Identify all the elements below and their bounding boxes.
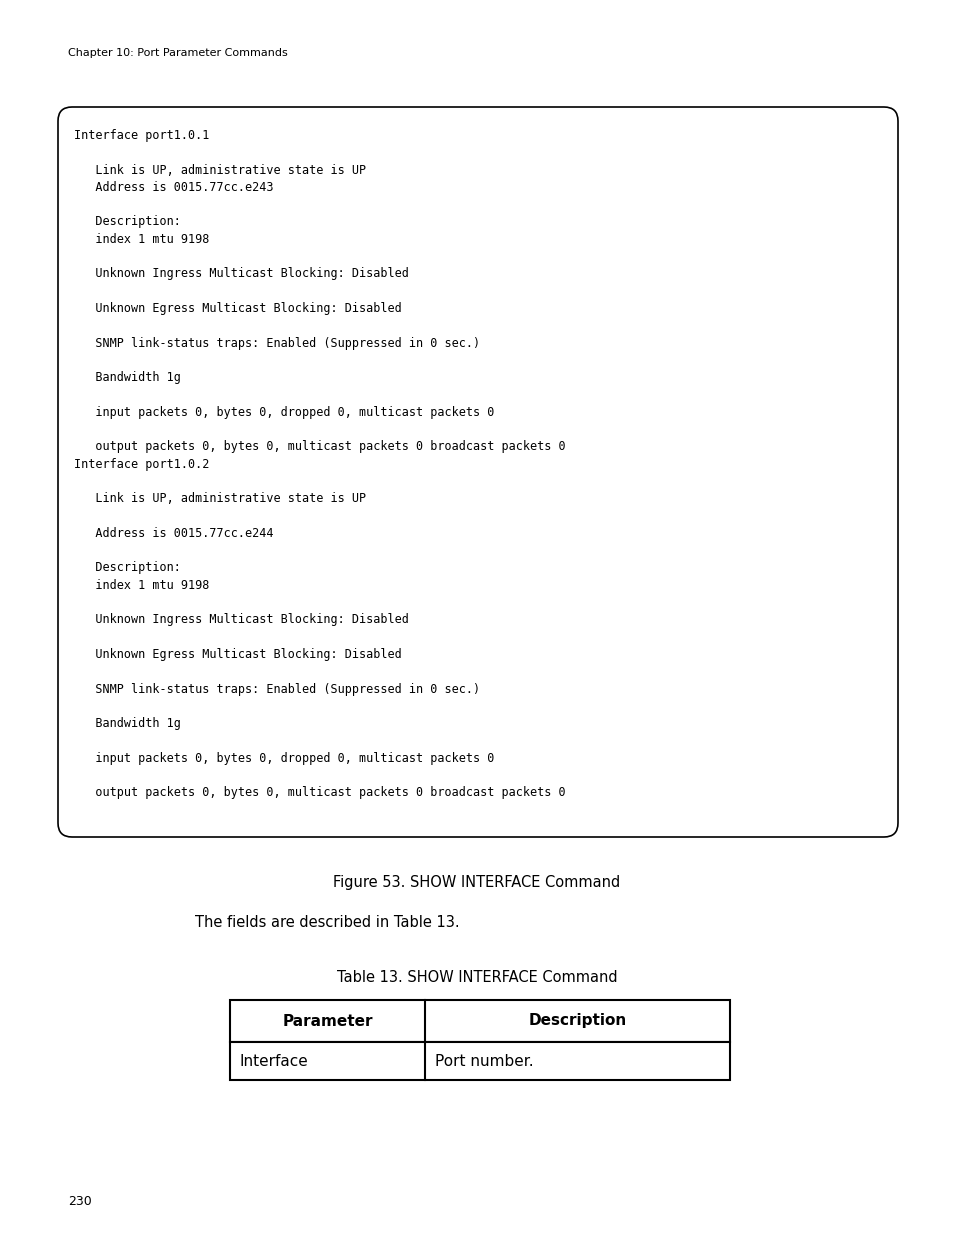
Text: Parameter: Parameter xyxy=(282,1014,373,1029)
Text: Link is UP, administrative state is UP: Link is UP, administrative state is UP xyxy=(74,163,366,177)
Text: Description:: Description: xyxy=(74,215,181,228)
Text: index 1 mtu 9198: index 1 mtu 9198 xyxy=(74,233,209,246)
Text: Description: Description xyxy=(528,1014,626,1029)
Text: Interface port1.0.1: Interface port1.0.1 xyxy=(74,128,209,142)
Text: Bandwidth 1g: Bandwidth 1g xyxy=(74,718,181,730)
Text: Unknown Ingress Multicast Blocking: Disabled: Unknown Ingress Multicast Blocking: Disa… xyxy=(74,268,409,280)
Text: output packets 0, bytes 0, multicast packets 0 broadcast packets 0: output packets 0, bytes 0, multicast pac… xyxy=(74,441,565,453)
Text: index 1 mtu 9198: index 1 mtu 9198 xyxy=(74,579,209,592)
Text: 230: 230 xyxy=(68,1195,91,1208)
Text: Unknown Egress Multicast Blocking: Disabled: Unknown Egress Multicast Blocking: Disab… xyxy=(74,303,401,315)
Text: input packets 0, bytes 0, dropped 0, multicast packets 0: input packets 0, bytes 0, dropped 0, mul… xyxy=(74,752,494,764)
Text: The fields are described in Table 13.: The fields are described in Table 13. xyxy=(194,915,459,930)
Text: output packets 0, bytes 0, multicast packets 0 broadcast packets 0: output packets 0, bytes 0, multicast pac… xyxy=(74,787,565,799)
Text: Figure 53. SHOW INTERFACE Command: Figure 53. SHOW INTERFACE Command xyxy=(333,876,620,890)
Text: Table 13. SHOW INTERFACE Command: Table 13. SHOW INTERFACE Command xyxy=(336,969,617,986)
Text: Address is 0015.77cc.e244: Address is 0015.77cc.e244 xyxy=(74,527,274,540)
Text: Interface port1.0.2: Interface port1.0.2 xyxy=(74,458,209,471)
Bar xyxy=(230,1000,729,1042)
Text: Description:: Description: xyxy=(74,562,181,574)
Text: SNMP link-status traps: Enabled (Suppressed in 0 sec.): SNMP link-status traps: Enabled (Suppres… xyxy=(74,337,479,350)
FancyBboxPatch shape xyxy=(58,107,897,837)
Bar xyxy=(230,1042,729,1079)
Text: Port number.: Port number. xyxy=(435,1053,533,1068)
Text: Unknown Ingress Multicast Blocking: Disabled: Unknown Ingress Multicast Blocking: Disa… xyxy=(74,614,409,626)
Text: Chapter 10: Port Parameter Commands: Chapter 10: Port Parameter Commands xyxy=(68,48,288,58)
Text: Link is UP, administrative state is UP: Link is UP, administrative state is UP xyxy=(74,493,366,505)
Text: Interface: Interface xyxy=(240,1053,309,1068)
Text: input packets 0, bytes 0, dropped 0, multicast packets 0: input packets 0, bytes 0, dropped 0, mul… xyxy=(74,406,494,419)
Text: Address is 0015.77cc.e243: Address is 0015.77cc.e243 xyxy=(74,180,274,194)
Text: Bandwidth 1g: Bandwidth 1g xyxy=(74,372,181,384)
Text: Unknown Egress Multicast Blocking: Disabled: Unknown Egress Multicast Blocking: Disab… xyxy=(74,648,401,661)
Text: SNMP link-status traps: Enabled (Suppressed in 0 sec.): SNMP link-status traps: Enabled (Suppres… xyxy=(74,683,479,695)
